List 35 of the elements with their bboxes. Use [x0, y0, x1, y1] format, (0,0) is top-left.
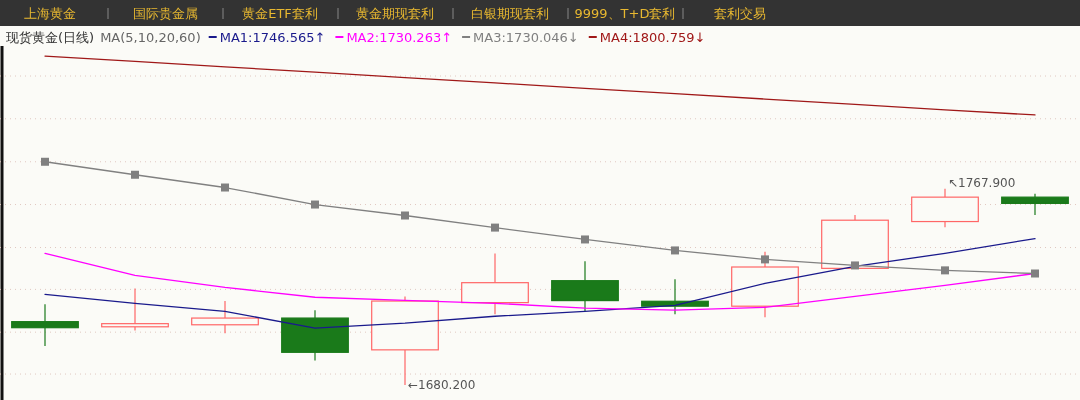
candlestick [551, 260, 619, 312]
text: 黄金期现套利 [356, 6, 434, 21]
point [311, 200, 319, 209]
point [941, 266, 949, 275]
text: 上海黄金 [24, 6, 76, 21]
candlestick [281, 309, 349, 361]
candlestick [11, 303, 79, 347]
legend-label: MA2:1730.263↑ [346, 30, 453, 45]
point [401, 211, 409, 220]
legend-label: MA1:1746.565↑ [219, 30, 326, 45]
point [761, 255, 769, 264]
text: 白银期现套利 [471, 6, 549, 21]
text: 套利交易 [714, 6, 766, 21]
point [221, 183, 229, 192]
text: 国际贵金属 [132, 6, 198, 21]
point [671, 246, 679, 255]
candlestick [191, 300, 259, 334]
annotation: ←1680.200 [408, 378, 476, 393]
annotation: ↖1767.900 [948, 175, 1016, 190]
point [851, 261, 859, 270]
candlestick [101, 287, 169, 331]
text: 黄金ETF套利 [242, 6, 318, 21]
point [41, 157, 49, 166]
point [581, 235, 589, 244]
legend-label: MA4:1800.759↓ [599, 30, 706, 45]
legend-label: MA3:1730.046↓ [473, 30, 579, 45]
point [1031, 269, 1039, 278]
text: 9999、T+D套利 [574, 6, 676, 21]
point [491, 223, 499, 232]
candlestick [1001, 193, 1069, 216]
candlestick [461, 252, 529, 315]
candlestick [911, 188, 979, 228]
chart-title: 现货黄金(日线) [6, 30, 95, 45]
point [131, 170, 139, 179]
chart-subtitle: MA(5,10,20,60) [100, 30, 201, 45]
